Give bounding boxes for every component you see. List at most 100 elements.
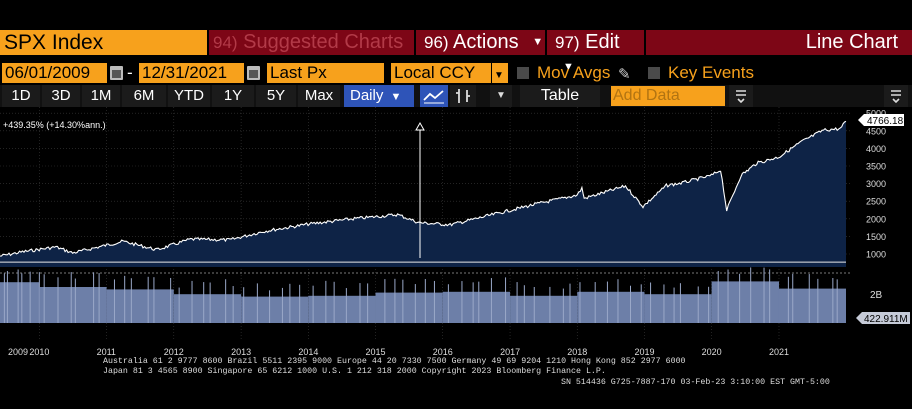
key-events-checkbox[interactable] xyxy=(648,67,660,79)
suggested-charts-number: 94) xyxy=(213,33,238,52)
caret-down-icon: ▼ xyxy=(494,70,504,81)
y-tick-label: 3500 xyxy=(866,162,886,172)
price-area xyxy=(0,121,846,268)
y-tick-label: 5000 xyxy=(866,109,886,119)
edit-label: Edit xyxy=(585,31,620,53)
field-selector[interactable]: Last Px xyxy=(267,63,384,83)
x-tick-label: 2017 xyxy=(500,347,520,357)
y-tick-label: 2000 xyxy=(866,214,886,224)
volume-bar xyxy=(39,287,107,323)
actions-menu[interactable]: 96) Actions ▼ xyxy=(416,30,545,55)
x-tick-label: 2011 xyxy=(97,347,116,357)
currency-dropdown[interactable]: ▼ xyxy=(492,63,508,83)
y-tick-label: 2500 xyxy=(866,197,886,207)
volume-bar xyxy=(173,294,242,323)
y-tick-label: 1000 xyxy=(866,250,886,260)
y-tick-label: 1500 xyxy=(866,232,886,242)
last-value-pointer xyxy=(858,114,864,126)
x-tick-label: 2012 xyxy=(164,347,184,357)
title-bar: SPX Index 94) Suggested Charts 96) Actio… xyxy=(0,28,912,73)
last-value-text: 4766.18 xyxy=(867,116,904,127)
caret-down-icon: ▼ xyxy=(390,91,402,103)
x-tick-label: 2019 xyxy=(634,347,654,357)
volume-bar xyxy=(241,296,309,323)
currency-selector[interactable]: Local CCY xyxy=(391,63,491,83)
volume-last-pointer xyxy=(856,312,862,324)
actions-label: Actions xyxy=(453,31,519,53)
x-tick-label: 2013 xyxy=(231,347,251,357)
date-range-bar: 06/01/2009 - 12/31/2021 Last Px Local CC… xyxy=(0,63,912,85)
edit-number: 97) xyxy=(555,33,580,52)
volume-last-text: 422.911M xyxy=(864,314,908,325)
volume-bar xyxy=(308,295,376,323)
period-1m-button[interactable]: 1M xyxy=(82,85,120,107)
y-tick-label: 4500 xyxy=(866,126,886,136)
caret-down-icon: ▼ xyxy=(532,36,544,49)
last-value-badge xyxy=(864,114,904,126)
period-6m-button[interactable]: 6M xyxy=(122,85,166,107)
ticker-field[interactable]: SPX Index xyxy=(0,30,207,55)
footer-contacts-line1: Australia 61 2 9777 8600 Brazil 5511 239… xyxy=(103,356,686,366)
frequency-selector[interactable]: Daily ▼ xyxy=(344,85,414,107)
chart-style-dropdown[interactable]: ▼ xyxy=(490,85,512,107)
table-button[interactable]: Table xyxy=(520,85,600,107)
period-3d-button[interactable]: 3D xyxy=(42,85,80,107)
chart-type-title: Line Chart xyxy=(646,30,912,55)
date-range-dash: - xyxy=(127,63,133,82)
volume-series xyxy=(0,267,846,323)
y-tick-label: 3000 xyxy=(866,179,886,189)
frequency-label: Daily xyxy=(350,87,384,104)
price-line xyxy=(0,120,847,257)
price-chart[interactable]: 1000 1500 2000 2500 3000 3500 4000 4500 5000 200… xyxy=(0,107,912,409)
key-events-label: Key Events xyxy=(668,63,754,82)
volume-bar xyxy=(442,291,511,323)
mov-avgs-label: Mov Avgs xyxy=(537,63,611,82)
mov-avgs-checkbox[interactable] xyxy=(517,67,529,79)
options-menu[interactable] xyxy=(884,85,908,107)
volume-bar xyxy=(778,288,846,323)
crosshair-arrow-icon[interactable] xyxy=(415,121,425,131)
period-toolbar: 1D 3D 1M 6M YTD 1Y 5Y Max Daily ▼ ▼ Tabl… xyxy=(0,85,912,107)
period-1y-button[interactable]: 1Y xyxy=(212,85,254,107)
change-label: +439.35% (+14.30%ann.) xyxy=(3,120,106,130)
bar-chart-icon[interactable] xyxy=(450,85,476,107)
end-date-field[interactable]: 12/31/2021 xyxy=(139,63,244,83)
period-5y-button[interactable]: 5Y xyxy=(256,85,296,107)
footer-contacts-line2: Japan 81 3 4565 8900 Singapore 65 6212 1… xyxy=(103,366,606,376)
x-axis-ticks: 2009 2010 2011 2012 2013 2014 2015 2016 2017 2018… xyxy=(8,347,789,357)
y-tick-label: 4000 xyxy=(866,144,886,154)
x-tick-label: 2016 xyxy=(433,347,453,357)
add-data-input[interactable]: Add Data xyxy=(611,86,725,106)
calendar-icon[interactable] xyxy=(110,66,123,80)
volume-bar xyxy=(644,294,712,323)
y-axis-ticks: 1000 1500 2000 2500 3000 3500 4000 4500 5000 xyxy=(866,109,886,260)
period-1d-button[interactable]: 1D xyxy=(2,85,40,107)
x-tick-label: 2021 xyxy=(769,347,789,357)
footer-session-line: SN 514436 G725-7887-170 03-Feb-23 3:10:0… xyxy=(561,377,830,387)
caret-down-icon: ▼ xyxy=(496,90,506,101)
volume-bar xyxy=(577,291,645,323)
edit-menu[interactable]: 97) Edit ▼ xyxy=(547,30,644,73)
period-max-button[interactable]: Max xyxy=(298,85,340,107)
x-tick-label: 2020 xyxy=(702,347,722,357)
period-ytd-button[interactable]: YTD xyxy=(168,85,210,107)
volume-last-badge xyxy=(862,312,910,324)
volume-bar xyxy=(711,281,779,323)
suggested-charts-menu[interactable]: 94) Suggested Charts xyxy=(209,30,414,55)
volume-bar xyxy=(0,282,40,323)
start-date-field[interactable]: 06/01/2009 xyxy=(2,63,107,83)
suggested-charts-label: Suggested Charts xyxy=(243,31,404,53)
line-chart-icon[interactable] xyxy=(420,85,448,107)
x-tick-label: 2014 xyxy=(298,347,318,357)
x-tick-label: 2010 xyxy=(29,347,49,357)
actions-number: 96) xyxy=(424,33,449,52)
volume-bar xyxy=(106,289,174,323)
calendar-icon[interactable] xyxy=(247,66,260,80)
volume-tick-2b: 2B xyxy=(870,290,883,301)
x-tick-label: 2018 xyxy=(567,347,587,357)
volume-bar xyxy=(375,292,443,323)
pencil-icon[interactable]: ✎ xyxy=(618,66,631,83)
add-data-menu[interactable] xyxy=(729,85,753,107)
caret-down-icon: ▼ xyxy=(563,61,574,74)
x-tick-label: 2009 xyxy=(8,347,28,357)
